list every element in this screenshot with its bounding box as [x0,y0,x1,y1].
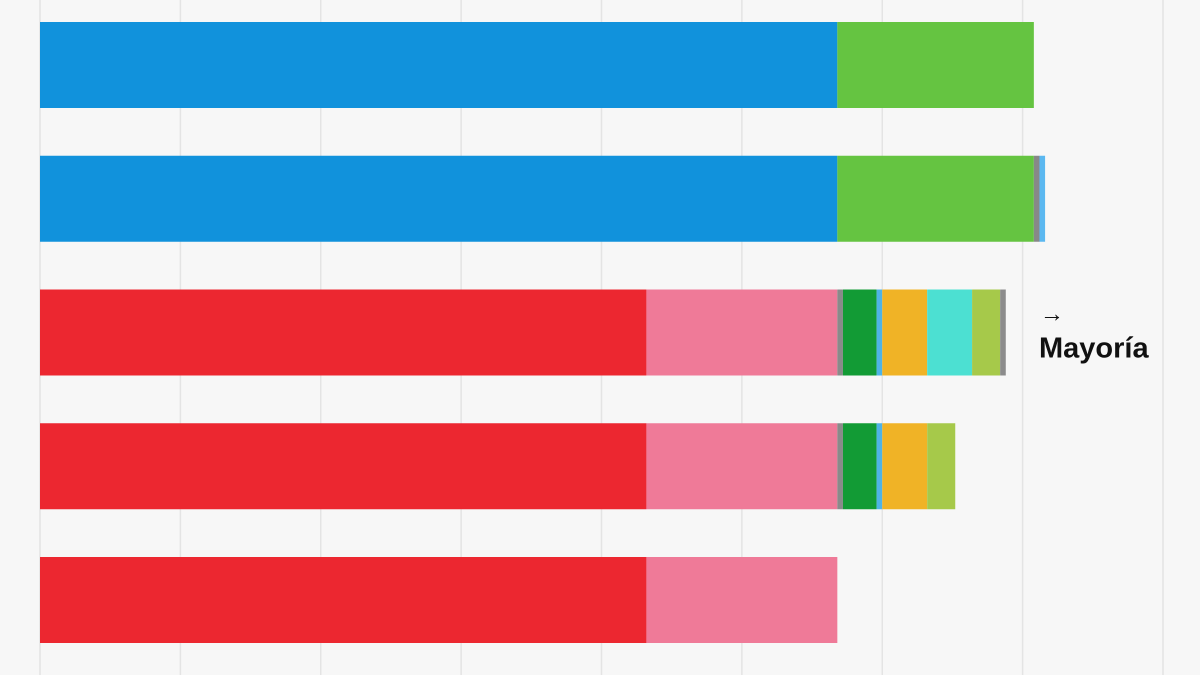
bar-segment [40,22,838,108]
bar-segment [882,289,928,376]
bar-segment [876,423,883,510]
bar-segment [842,423,877,510]
bar-segment [837,22,1034,108]
annotation: Mayoría [1039,333,1149,365]
bar-segment [40,557,647,643]
bar-segment [1000,289,1006,376]
bar-segment [927,289,973,376]
bars [40,22,1046,643]
bar-segment [842,289,877,376]
bar-segment [972,289,1001,376]
bar-segment [837,155,1034,242]
bar-segment [646,423,838,510]
bar-segment [837,423,843,510]
bar-segment [837,289,843,376]
bar-segment [40,289,647,376]
bar-segment [40,423,647,510]
annotation-arrow: → [1040,300,1064,327]
bar-segment [1039,155,1046,242]
bar-segment [876,289,883,376]
bar-segment [40,155,838,242]
bar-segment [646,557,838,643]
bar-segment [882,423,928,510]
bar-segment [1033,155,1040,242]
bar-segment [927,423,956,510]
bar-segment [646,289,838,376]
